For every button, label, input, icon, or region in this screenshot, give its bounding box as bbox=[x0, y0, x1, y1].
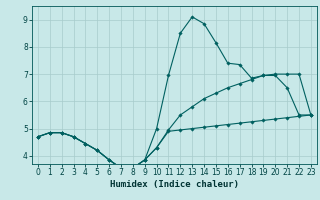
X-axis label: Humidex (Indice chaleur): Humidex (Indice chaleur) bbox=[110, 180, 239, 189]
